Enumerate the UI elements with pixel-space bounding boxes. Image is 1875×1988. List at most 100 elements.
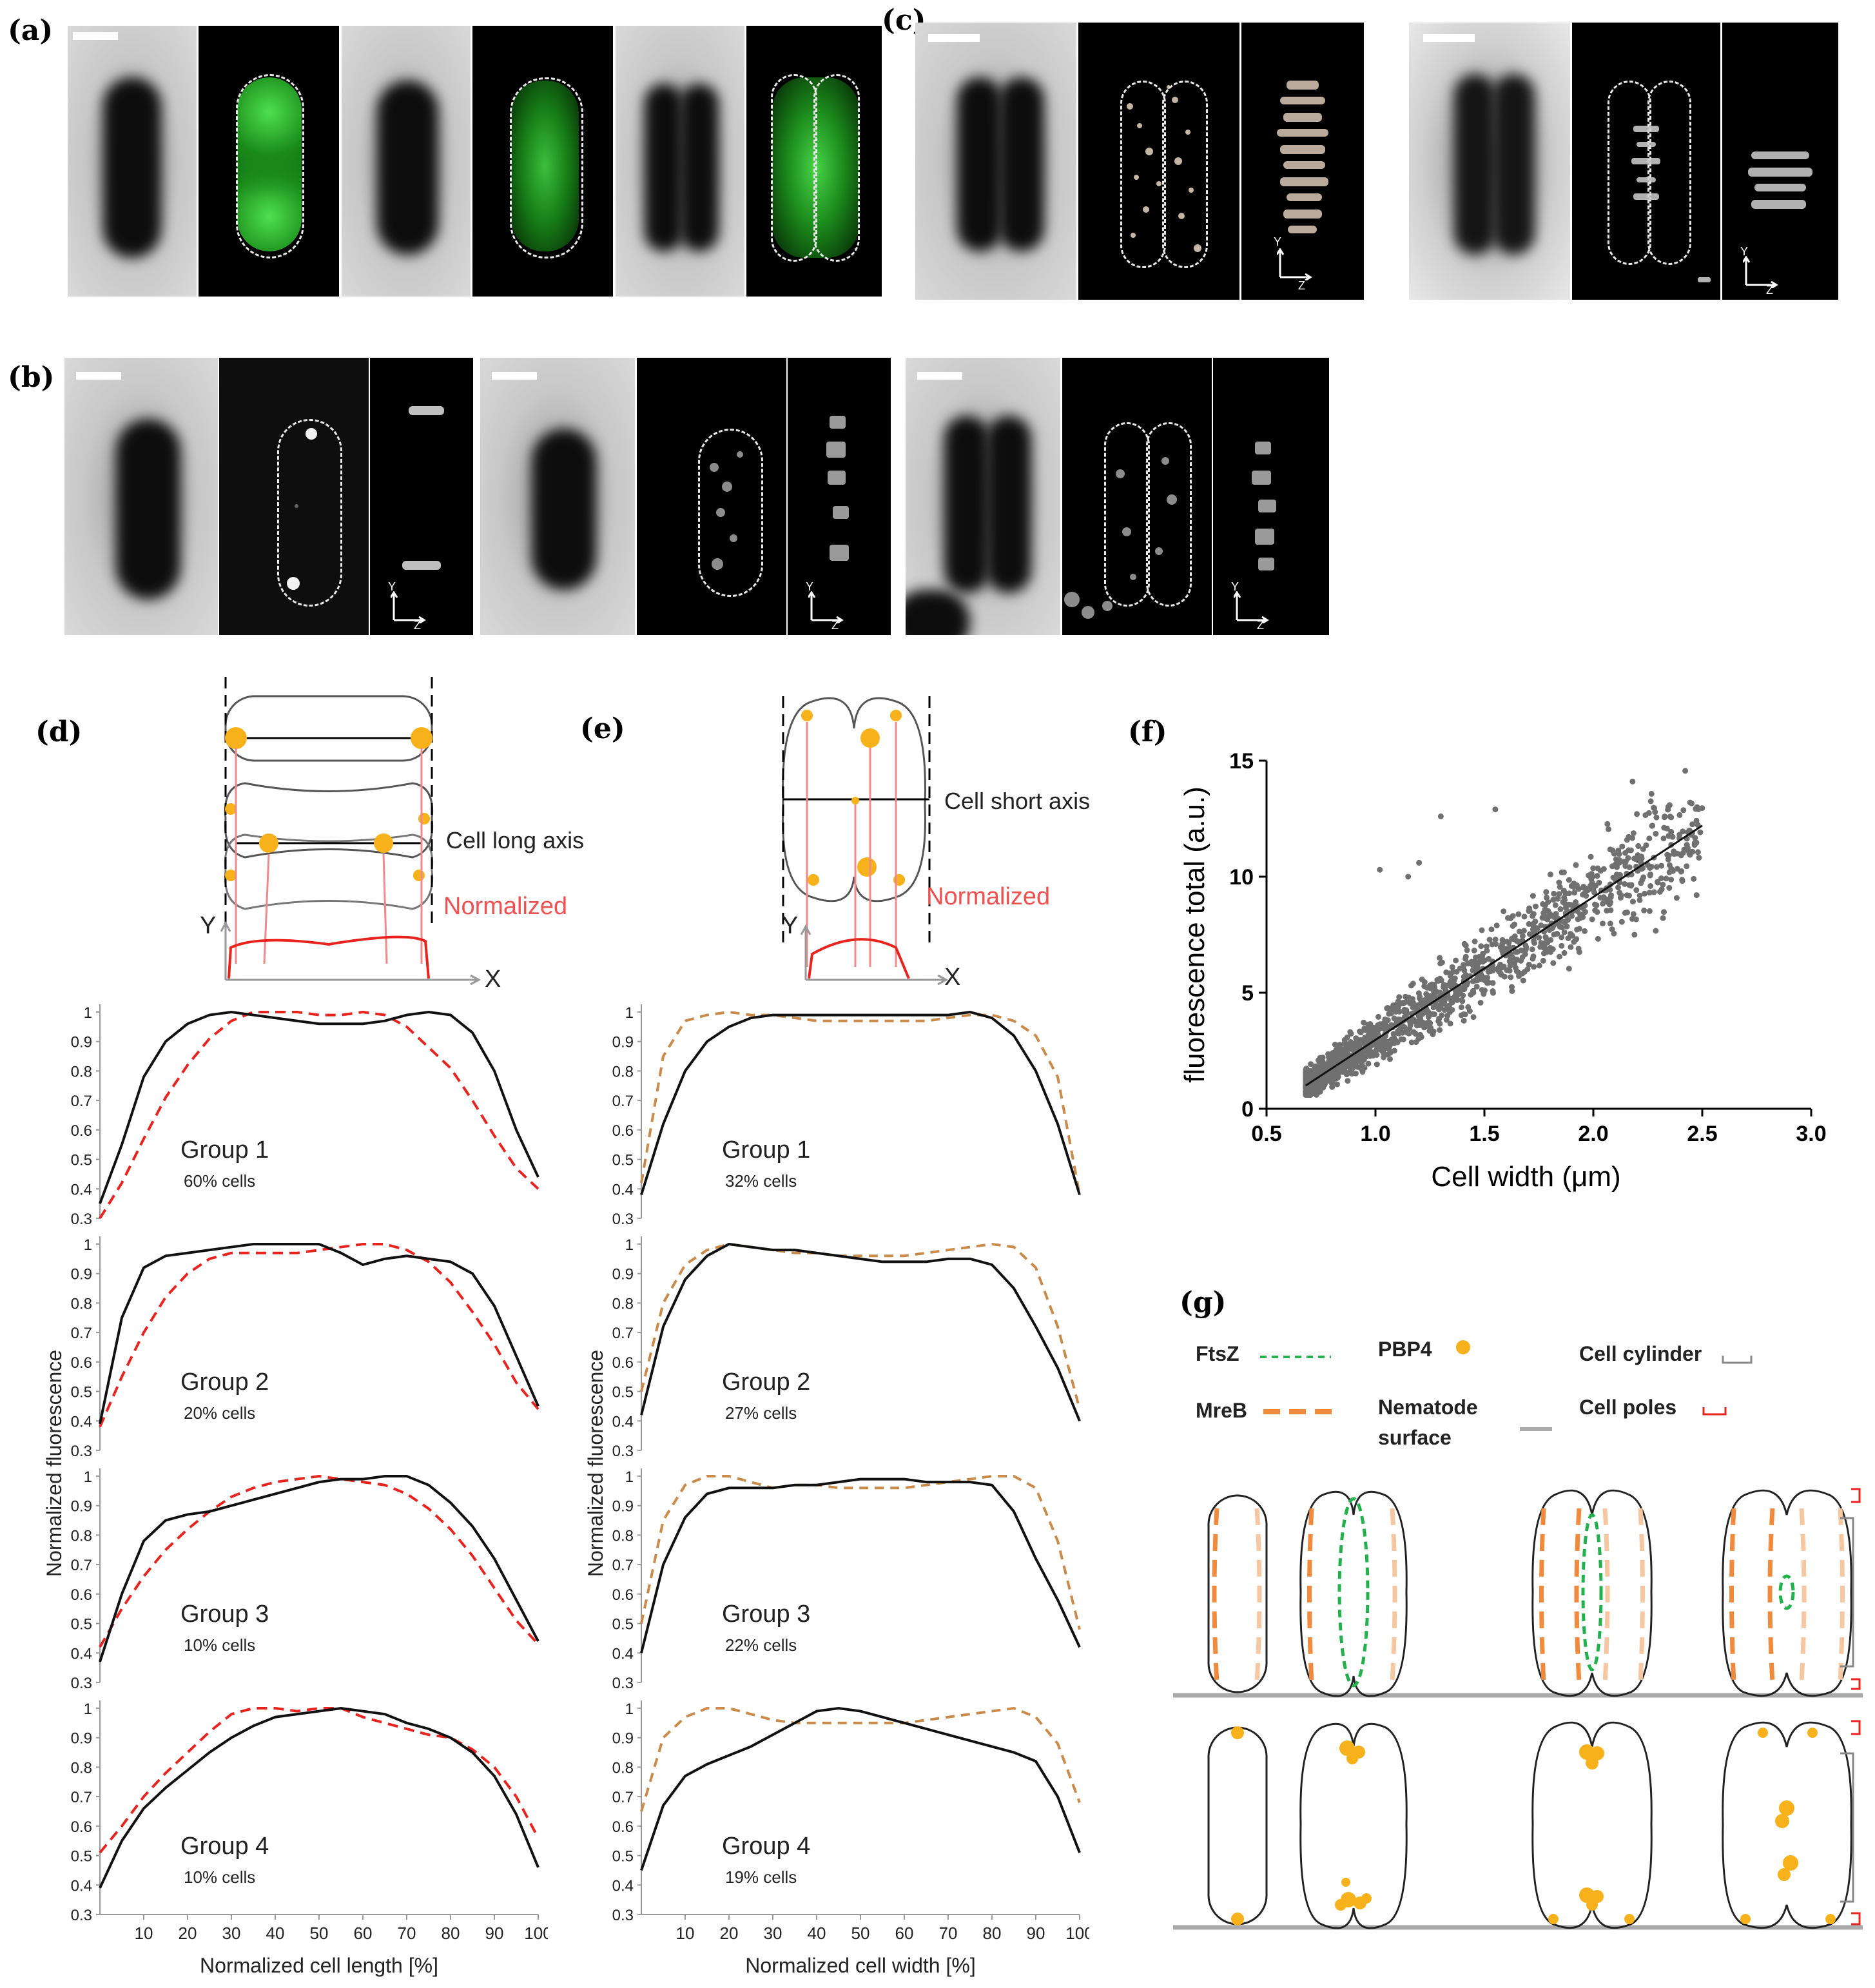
scatter-point: [1696, 855, 1702, 861]
scatter-point: [1607, 846, 1613, 853]
scatter-point: [1542, 934, 1549, 940]
legend-poles-label: Cell poles: [1579, 1396, 1677, 1419]
scatter-point: [1615, 847, 1622, 853]
scatter-point: [1443, 1017, 1450, 1023]
axis-z-label: Z: [1257, 619, 1264, 632]
axis-y-label: Y: [806, 580, 814, 593]
scatter-point: [1390, 1036, 1395, 1042]
scatter-point: [1531, 964, 1537, 970]
scatter-point: [1458, 1004, 1464, 1011]
scatter-point: [1691, 840, 1698, 846]
scatter-point: [1555, 921, 1562, 927]
scatter-point: [1516, 928, 1522, 935]
scatter-point: [1566, 877, 1572, 883]
scatter-point: [1397, 1017, 1404, 1023]
scatter-point: [1624, 892, 1630, 899]
scatter-points: [1303, 768, 1705, 1098]
scatter-point: [1680, 807, 1687, 814]
scatter-point: [1348, 1071, 1355, 1077]
scatter-point: [1447, 1020, 1453, 1027]
scatter-point: [1594, 873, 1600, 879]
scatter-point: [1453, 957, 1459, 964]
scatter-point: [1573, 899, 1579, 905]
y-tick-label: 1: [625, 1701, 634, 1718]
y-tick-label: 0.8: [71, 1063, 92, 1080]
scatter-point: [1461, 1011, 1467, 1017]
yz-projection-image: Y Z: [1722, 23, 1838, 300]
scatter-point: [1520, 928, 1527, 934]
scatter-point: [1308, 1061, 1314, 1067]
axis-y-label: Y: [388, 580, 396, 593]
scatter-point: [1325, 1076, 1331, 1082]
scatter-point: [1582, 885, 1589, 892]
schematic-e: [782, 696, 949, 986]
schematic-d-axis-label: Cell long axis: [446, 827, 585, 853]
axis-arrows: [1234, 591, 1269, 623]
scatter-point: [1493, 941, 1499, 947]
scatter-point: [1349, 1065, 1355, 1071]
scatter-point: [1363, 1054, 1369, 1060]
scatter-point: [1416, 859, 1423, 866]
y-tick-label: 5: [1241, 981, 1254, 1006]
scatter-point: [1498, 971, 1504, 978]
scatter-point: [1617, 890, 1623, 896]
y-tick-label: 0.7: [612, 1557, 634, 1574]
scatter-point: [1478, 976, 1484, 982]
scatter-point: [1689, 800, 1695, 806]
scale-bar: [1423, 34, 1475, 42]
scatter-point: [1431, 988, 1437, 995]
cell-shape: [680, 84, 719, 251]
scatter-point: [1571, 890, 1578, 896]
cell-shape: [1454, 74, 1496, 255]
scatter-point: [1666, 869, 1673, 875]
cell-outline: [771, 74, 817, 262]
cell-shape: [1493, 74, 1535, 255]
axis-z-label: Z: [414, 619, 421, 632]
scatter-point: [1485, 968, 1491, 975]
scatter-point: [1428, 996, 1434, 1002]
scatter-point: [1697, 829, 1704, 835]
scatter-point: [1634, 811, 1640, 817]
scatter-point: [1693, 892, 1700, 899]
scatter-point: [1575, 946, 1582, 952]
scatter-point: [1662, 814, 1668, 820]
yz-projection-signal: [826, 416, 849, 561]
scatter-point: [1600, 894, 1607, 901]
scatter-point: [1588, 871, 1595, 877]
scatter-point: [1371, 1033, 1377, 1040]
fluorescence-image: [1062, 358, 1212, 635]
scatter-point: [1404, 1010, 1410, 1017]
scatter-point: [1530, 955, 1536, 962]
scatter-point: [1329, 1084, 1336, 1090]
scale-bar: [928, 34, 980, 42]
phase-contrast-image: [1409, 23, 1570, 300]
fluorescent-foci: [1631, 126, 1711, 282]
scatter-point: [1365, 1060, 1372, 1067]
scatter-point: [1396, 994, 1403, 1000]
gfp-fluorescence-image: [746, 26, 882, 297]
scatter-point: [1564, 923, 1570, 930]
cell-shape: [377, 81, 438, 255]
cell-outline: [1146, 422, 1192, 607]
scatter-point: [1507, 962, 1513, 969]
scatter-point: [1437, 1020, 1443, 1027]
scatter-point: [1691, 875, 1697, 882]
legend-mreb-swatch: [1263, 1409, 1334, 1414]
scatter-point: [1557, 906, 1564, 912]
scatter-point: [1449, 964, 1455, 970]
scatter-point: [1626, 833, 1632, 840]
scatter-point: [1653, 830, 1659, 837]
scatter-point: [1337, 1053, 1344, 1059]
x-tick-label: 70: [939, 1924, 958, 1943]
yz-projection-image: Y Z: [1213, 358, 1329, 635]
scatter-point: [1560, 899, 1566, 905]
scatter-point: [1538, 922, 1544, 928]
group-percent-label: 10% cells: [184, 1635, 255, 1655]
scatter-point: [1354, 1043, 1360, 1049]
x-tick-label: 60: [895, 1924, 914, 1943]
group-label: Group 1: [722, 1136, 810, 1164]
scatter-point: [1461, 962, 1466, 968]
legend-mreb-label: MreB: [1196, 1399, 1248, 1422]
scatter-point: [1655, 879, 1661, 885]
scatter-point: [1559, 942, 1565, 949]
